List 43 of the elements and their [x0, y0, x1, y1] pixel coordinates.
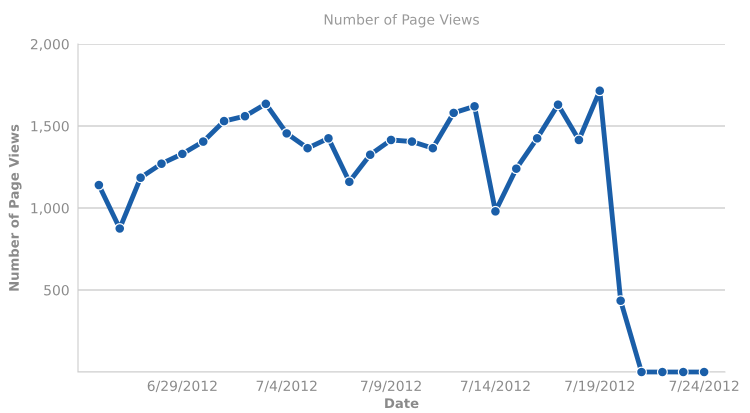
- x-tick-label: 7/24/2012: [670, 380, 738, 392]
- point: [93, 180, 104, 190]
- point: [427, 142, 438, 154]
- point: [552, 99, 564, 110]
- point: [698, 366, 710, 378]
- x-tick-label: 6/29/2012: [148, 380, 217, 392]
- point: [114, 223, 126, 234]
- point: [636, 366, 647, 378]
- x-tick-label: 7/9/2012: [361, 380, 421, 392]
- point: [448, 107, 460, 118]
- y-tick-label: 2,000: [30, 38, 69, 51]
- point: [510, 163, 522, 174]
- point: [532, 132, 543, 144]
- point: [344, 176, 355, 188]
- point: [176, 148, 188, 160]
- point: [656, 366, 668, 378]
- point: [469, 100, 480, 112]
- x-tick-label: 7/4/2012: [256, 380, 317, 392]
- point: [323, 132, 334, 144]
- point: [573, 134, 584, 146]
- point: [364, 149, 376, 160]
- point: [386, 134, 396, 146]
- point: [218, 116, 230, 126]
- point: [615, 295, 626, 306]
- point: [135, 172, 146, 184]
- y-tick-label: 1,500: [31, 120, 69, 133]
- point: [406, 136, 418, 147]
- point: [678, 366, 689, 378]
- point: [302, 142, 313, 154]
- point: [260, 98, 272, 110]
- y-axis-title: Number of Page Views: [8, 124, 22, 291]
- chart-title: Number of Page Views: [324, 14, 479, 28]
- y-tick-label: 500: [44, 284, 69, 296]
- point: [198, 136, 209, 147]
- x-tick-label: 7/19/2012: [565, 380, 634, 392]
- y-tick-label: 1,000: [31, 202, 69, 215]
- point: [240, 110, 250, 122]
- x-axis-title: Date: [385, 398, 418, 408]
- point: [490, 206, 501, 217]
- point: [156, 158, 167, 170]
- point: [594, 85, 606, 96]
- point: [281, 128, 292, 139]
- x-tick-label: 7/14/2012: [460, 380, 530, 392]
